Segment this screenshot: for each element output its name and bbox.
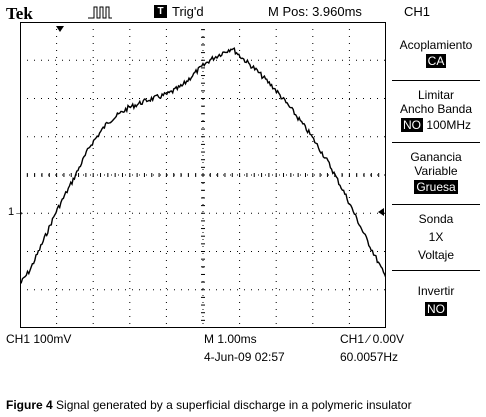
invertir-label: Invertir: [417, 284, 455, 298]
acoplamiento-value: CA: [425, 54, 447, 68]
invertir-button[interactable]: NO: [388, 302, 484, 316]
figure-caption: Figure 4 Signal generated by a superfici…: [6, 398, 412, 412]
acoplamiento-label: Acoplamiento: [399, 38, 473, 52]
signal-trace: [20, 47, 386, 285]
acquisition-run-icon: [88, 6, 112, 19]
center-axis-ticks: [20, 22, 386, 328]
sonda-type[interactable]: Voltaje: [417, 248, 455, 262]
ground-level-marker: 1→: [8, 206, 26, 218]
acoplamiento-button[interactable]: CA: [388, 54, 484, 68]
figure-label: Figure 4: [6, 398, 53, 412]
sonda-label: Sonda: [418, 212, 454, 226]
trigger-status: Trig'd: [172, 4, 204, 19]
limitar-label: Limitar: [417, 88, 454, 102]
ancho-banda-label: Ancho Banda: [399, 102, 473, 116]
frequency-readout: 60.0057Hz: [340, 350, 399, 364]
sonda-attenuation[interactable]: 1X: [428, 230, 444, 244]
ganancia-value: Gruesa: [414, 180, 458, 194]
waveform-display: [20, 22, 386, 328]
invertir-value: NO: [425, 302, 447, 316]
trigger-marker-icon: [56, 26, 64, 32]
figure-caption-text: Signal generated by a superficial discha…: [56, 398, 412, 412]
date-time: 4-Jun-09 02:57: [204, 350, 285, 364]
menu-divider: [392, 270, 480, 271]
limitar-button[interactable]: NO 100MHz: [388, 118, 484, 132]
bandwidth-value: 100MHz: [426, 118, 472, 132]
variable-label: Variable: [414, 164, 458, 178]
menu-divider: [392, 142, 480, 143]
channel-scale: CH1 100mV: [6, 332, 72, 346]
channel-menu: Acoplamiento CA Limitar Ancho Banda NO 1…: [388, 22, 486, 328]
trigger-level-icon: [378, 208, 384, 216]
menu-channel-title: CH1: [404, 4, 431, 19]
menu-divider: [392, 204, 480, 205]
menu-divider: [392, 80, 480, 81]
trigger-indicator-icon: T: [154, 5, 167, 18]
brand-logo: Tek: [6, 4, 33, 23]
ganancia-label: Ganancia: [410, 150, 462, 164]
time-scale: M 1.00ms: [204, 332, 257, 346]
limitar-value: NO: [400, 118, 423, 132]
ganancia-button[interactable]: Gruesa: [388, 180, 484, 194]
trigger-setting: CH1 ∕ 0.00V: [340, 332, 405, 346]
horizontal-position: M Pos: 3.960ms: [268, 4, 362, 19]
